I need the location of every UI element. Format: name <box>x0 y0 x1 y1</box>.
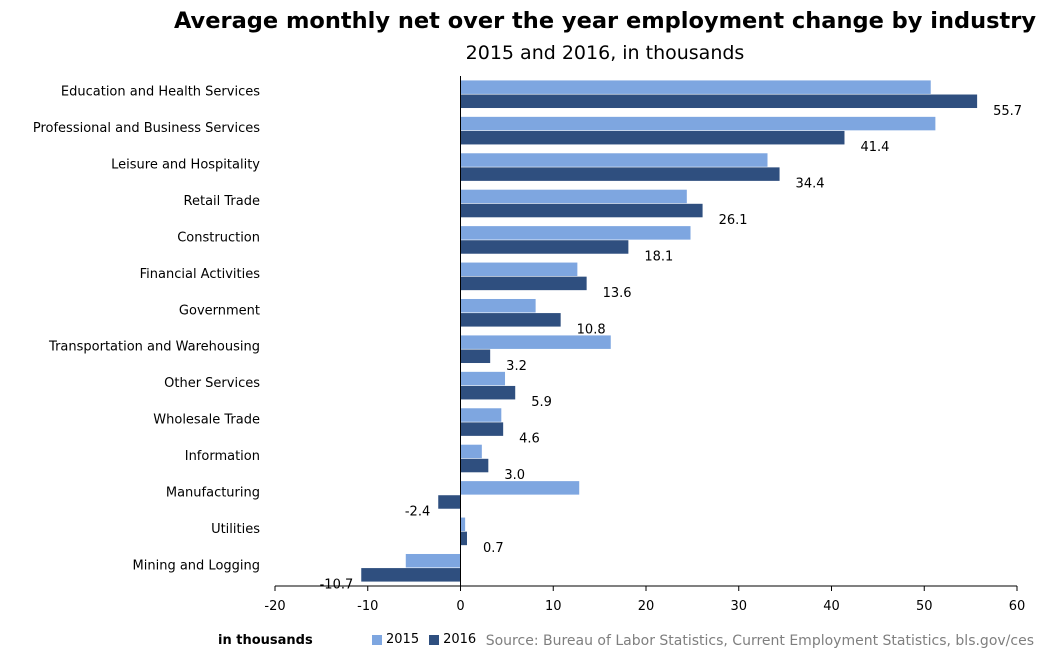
data-label-2016-11: -2.4 <box>405 504 430 519</box>
bar-2015-7 <box>460 335 611 349</box>
bar-2016-8 <box>460 385 516 400</box>
x-tick-label-7: 50 <box>916 599 933 614</box>
chart-legend: 2015 2016 <box>372 632 486 647</box>
category-label-3: Retail Trade <box>184 194 260 209</box>
data-label-2016-0: 55.7 <box>993 104 1022 119</box>
bar-2015-4 <box>460 226 691 240</box>
source-note: Source: Bureau of Labor Statistics, Curr… <box>485 633 1034 649</box>
data-label-2016-12: 0.7 <box>483 541 504 556</box>
bar-2016-12 <box>460 531 467 546</box>
bar-2016-3 <box>460 203 703 218</box>
x-tick-label-2: 0 <box>456 599 464 614</box>
legend-item-2016: 2016 <box>429 632 476 647</box>
x-tick-label-3: 10 <box>545 599 562 614</box>
data-label-2016-9: 4.6 <box>519 432 540 447</box>
x-tick-label-0: -20 <box>264 599 285 614</box>
data-label-2016-2: 34.4 <box>796 177 825 192</box>
bar-2016-0 <box>460 94 978 109</box>
category-label-13: Mining and Logging <box>133 558 260 573</box>
x-tick-label-1: -10 <box>357 599 378 614</box>
x-tick-label-8: 60 <box>1009 599 1026 614</box>
bar-2016-10 <box>460 458 489 473</box>
bar-2015-10 <box>460 444 482 459</box>
bar-2015-2 <box>460 153 768 167</box>
x-tick-label-5: 30 <box>730 599 747 614</box>
bar-2015-1 <box>460 116 936 131</box>
data-label-2016-4: 18.1 <box>644 249 673 264</box>
data-label-2016-13: -10.7 <box>320 577 354 592</box>
legend-item-2015: 2015 <box>372 632 419 647</box>
legend-label-2015: 2015 <box>386 632 420 647</box>
data-label-2016-1: 41.4 <box>860 140 889 155</box>
legend-swatch-2015 <box>372 634 382 645</box>
bar-2016-9 <box>460 422 504 436</box>
category-label-11: Manufacturing <box>166 485 260 500</box>
category-label-12: Utilities <box>211 522 260 537</box>
data-label-2016-10: 3.0 <box>504 468 525 483</box>
bar-2016-7 <box>460 349 491 364</box>
bar-2015-3 <box>460 189 687 204</box>
bar-2015-13 <box>405 553 461 568</box>
category-label-0: Education and Health Services <box>61 85 260 100</box>
bar-2015-0 <box>460 80 931 94</box>
bar-2015-6 <box>460 298 536 313</box>
category-label-8: Other Services <box>164 376 260 391</box>
data-label-2016-7: 3.2 <box>506 359 527 374</box>
bar-2016-4 <box>460 240 629 254</box>
bar-2016-6 <box>460 313 561 327</box>
bar-2015-8 <box>460 371 506 386</box>
x-tick-label-4: 20 <box>638 599 655 614</box>
data-label-2016-3: 26.1 <box>719 213 748 228</box>
bar-2016-11 <box>438 495 461 509</box>
category-label-2: Leisure and Hospitality <box>111 158 260 173</box>
legend-swatch-2016 <box>429 634 440 645</box>
bar-2016-2 <box>460 167 780 181</box>
bar-2015-11 <box>460 481 580 495</box>
category-label-6: Government <box>179 303 260 318</box>
data-label-2016-8: 5.9 <box>531 395 552 410</box>
x-tick-label-6: 40 <box>823 599 840 614</box>
legend-label-2016: 2016 <box>443 632 477 647</box>
category-label-5: Financial Activities <box>140 267 261 282</box>
bar-2016-1 <box>460 130 845 145</box>
bar-2015-5 <box>460 262 578 277</box>
bar-2015-9 <box>460 408 502 422</box>
bar-2016-5 <box>460 276 587 291</box>
category-label-9: Wholesale Trade <box>153 413 260 428</box>
category-label-10: Information <box>185 449 260 464</box>
bar-2016-13 <box>361 568 461 582</box>
data-label-2016-5: 13.6 <box>603 286 632 301</box>
chart-subtitle: 2015 and 2016, in thousands <box>465 42 745 64</box>
bar-2015-12 <box>460 517 466 532</box>
category-label-4: Construction <box>177 230 260 245</box>
data-label-2016-6: 10.8 <box>577 322 606 337</box>
category-label-1: Professional and Business Services <box>33 121 260 136</box>
chart-title: Average monthly net over the year employ… <box>173 8 1037 34</box>
x-axis-units-label: in thousands <box>218 633 313 648</box>
category-label-7: Transportation and Warehousing <box>48 340 260 355</box>
